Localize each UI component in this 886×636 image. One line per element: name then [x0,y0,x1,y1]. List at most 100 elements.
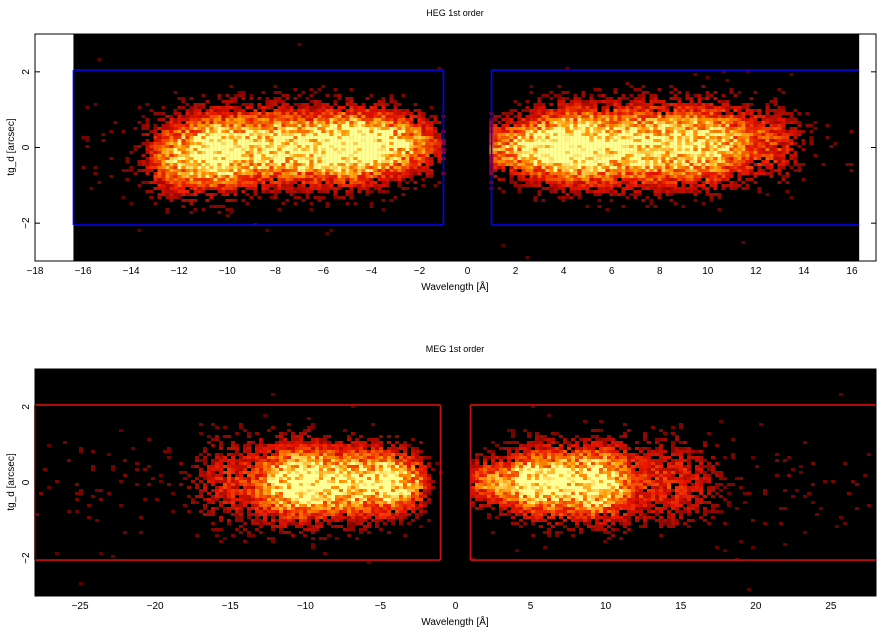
heatmap-cell [729,127,734,130]
heatmap-cell [141,115,146,118]
heatmap-cell [673,169,678,172]
heatmap-cell [361,148,366,151]
heatmap-cell [613,103,618,106]
heatmap-cell [193,190,198,193]
heatmap-cell [229,121,234,124]
heatmap-cell [243,477,247,480]
heatmap-cell [761,124,766,127]
heatmap-cell [201,187,206,190]
x-tick-label: −12 [171,266,188,277]
heatmap-cell [733,148,738,151]
heatmap-cell [749,178,754,181]
heatmap-cell [235,450,239,453]
heatmap-cell [349,157,354,160]
heatmap-cell [269,103,274,106]
x-tick-label: −18 [27,266,44,277]
heatmap-cell [657,100,662,103]
heatmap-cell [265,148,270,151]
heatmap-cell [253,172,258,175]
heatmap-cell [267,462,271,465]
heatmap-cell [217,211,222,214]
heatmap-cell [353,169,358,172]
heatmap-cell [741,142,746,145]
heatmap-cell [657,112,662,115]
heatmap-cell [161,142,166,145]
heatmap-image [35,369,876,596]
heatmap-cell [309,202,314,205]
heatmap-cell [577,187,582,190]
heatmap-cell [309,142,314,145]
heatmap-cell [533,181,538,184]
heatmap-cell [269,151,274,154]
heatmap-cell [761,142,766,145]
heatmap-cell [253,151,258,154]
heatmap-cell [577,172,582,175]
heatmap-cell [437,142,442,145]
heatmap-cell [173,127,178,130]
heatmap-cell [709,148,714,151]
heatmap-cell [549,178,554,181]
heatmap-cell [361,133,366,136]
heatmap-cell [123,459,127,462]
heatmap-cell [353,142,358,145]
heatmap-cell [293,169,298,172]
heatmap-cell [745,154,750,157]
heatmap-cell [773,160,778,163]
heatmap-cell [195,456,199,459]
heatmap-cell [417,160,422,163]
heatmap-cell [809,124,814,127]
heatmap-cell [161,112,166,115]
heatmap-cell [377,145,382,148]
heatmap-cell [177,97,182,100]
heatmap-cell [693,163,698,166]
heatmap-cell [189,151,194,154]
heatmap-cell [213,121,218,124]
heatmap-cell [253,142,258,145]
heatmap-cell [665,157,670,160]
heatmap-cell [301,157,306,160]
heatmap-cell [193,124,198,127]
heatmap-cell [601,181,606,184]
heatmap-cell [637,115,642,118]
heatmap-cell [225,127,230,130]
heatmap-cell [261,136,266,139]
heatmap-cell [709,175,714,178]
heatmap-cell [241,142,246,145]
heatmap-cell [561,199,566,202]
heatmap-cell [549,154,554,157]
heatmap-cell [561,166,566,169]
heatmap-cell [669,91,674,94]
heatmap-cell [253,169,258,172]
heatmap-cell [637,106,642,109]
heatmap-cell [653,121,658,124]
heatmap-cell [181,184,186,187]
heatmap-cell [565,142,570,145]
heatmap-cell [177,121,182,124]
heatmap-cell [215,468,219,471]
heatmap-cell [617,169,622,172]
heatmap-cell [629,136,634,139]
heatmap-cell [549,190,554,193]
heatmap-cell [219,471,223,474]
heatmap-cell [661,133,666,136]
heatmap-cell [501,130,506,133]
heatmap-cell [221,187,226,190]
heatmap-cell [425,121,430,124]
heatmap-cell [677,106,682,109]
heatmap-cell [251,465,255,468]
heatmap-cell [557,97,562,100]
heatmap-cell [553,187,558,190]
heatmap-cell [641,118,646,121]
heatmap-cell [217,184,222,187]
heatmap-cell [241,115,246,118]
heatmap-cell [569,196,574,199]
heatmap-cell [653,151,658,154]
heatmap-cell [353,151,358,154]
heatmap-cell [709,172,714,175]
heatmap-cell [289,142,294,145]
heatmap-cell [729,157,734,160]
heatmap-cell [661,151,666,154]
heatmap-cell [749,154,754,157]
heatmap-cell [569,175,574,178]
heatmap-cell [709,196,714,199]
